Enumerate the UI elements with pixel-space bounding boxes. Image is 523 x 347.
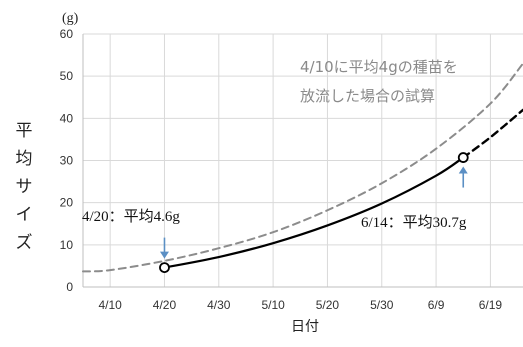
data-marker-2 [457,152,469,163]
x-tick-label-5-30: 5/30 [370,298,394,312]
y-axis-title-char-5: ズ [16,233,33,253]
x-tick-label-4-10: 4/10 [98,298,122,312]
annotation-layer: 4/20：平均4.6g 6/14：平均30.7g [82,208,467,231]
y-tick-label-0: 0 [66,280,73,294]
series-observed-line [163,156,465,269]
x-tick-label-5-20: 5/20 [316,298,340,312]
marker-arrow-head-1 [159,251,169,259]
series-scenario-line [82,62,523,273]
x-tick-label-5-10: 5/10 [261,298,285,312]
y-axis-title-char-1: 平 [16,121,33,141]
marker-layer [159,152,469,274]
y-tick-label-10: 10 [60,238,74,252]
scenario-note: 4/10に平均4gの種苗を 放流した場合の試算 [300,58,458,105]
y-axis-title-char-4: イ [16,205,33,225]
scenario-note-line-2: 放流した場合の試算 [300,87,435,105]
y-tick-label-40: 40 [60,111,74,125]
line-layer [82,62,523,273]
tick-layer: 0 10 20 30 40 50 60 4/10 4/20 4/30 5/10 5/20 5/30 6/9… [60,27,503,312]
y-tick-label-30: 30 [60,154,74,168]
scenario-note-line-1: 4/10に平均4gの種苗を [300,58,458,76]
y-axis-title-char-3: サ [16,177,33,197]
y-tick-label-50: 50 [60,69,74,83]
marker-label-start: 4/20：平均4.6g [82,208,180,225]
x-tick-label-4-20: 4/20 [153,298,177,312]
x-axis-title: 日付 [291,319,319,335]
y-tick-label-60: 60 [60,27,74,41]
y-unit-label: (g) [62,11,79,26]
data-marker-1 [159,262,170,274]
y-axis-title-char-2: 均 [16,149,33,169]
x-tick-label-6-19: 6/19 [479,298,503,312]
marker-label-end: 6/14：平均30.7g [361,214,467,231]
y-tick-label-20: 20 [60,196,74,210]
grid-layer [82,33,523,288]
series-projection-line [462,108,523,159]
x-tick-label-4-30: 4/30 [207,298,231,312]
marker-arrow-head-2 [458,166,468,174]
x-tick-label-6-9: 6/9 [428,298,445,312]
